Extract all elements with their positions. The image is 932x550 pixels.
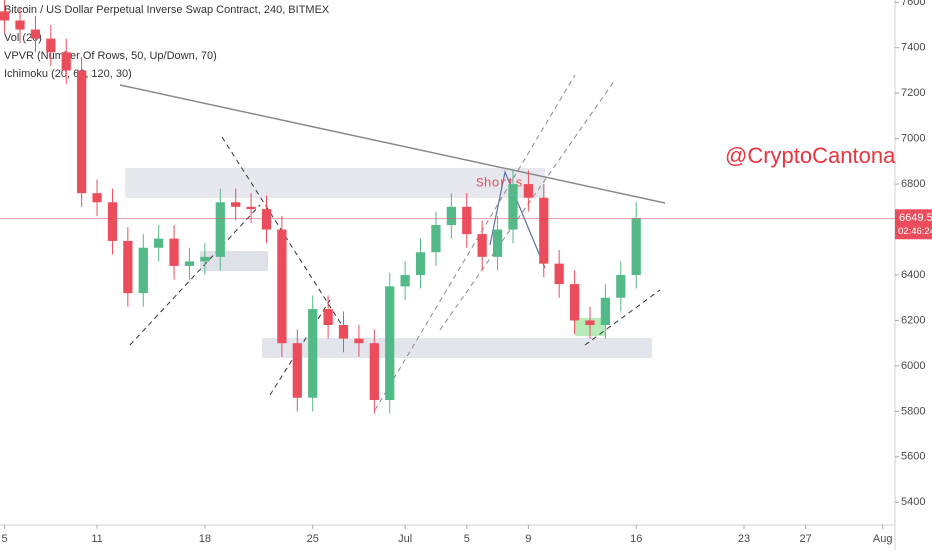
- y-tick-label: 7400: [901, 42, 925, 54]
- price-label: 6649.5: [899, 212, 932, 224]
- candle-body: [539, 197, 549, 264]
- x-tick-label: 27: [800, 533, 812, 545]
- y-tick-label: 5600: [901, 451, 925, 463]
- candle-body: [231, 202, 241, 207]
- candle-body: [523, 184, 533, 198]
- y-tick-label: 5800: [901, 405, 925, 417]
- candle-body: [431, 225, 441, 253]
- candle-body: [46, 38, 56, 53]
- candle-body: [261, 209, 272, 230]
- candle-body: [585, 320, 595, 325]
- candle-body: [446, 206, 456, 225]
- candle-body: [107, 202, 118, 241]
- y-tick-label: 7200: [901, 87, 925, 99]
- candle-body: [492, 229, 503, 257]
- y-tick-label: 7000: [901, 133, 925, 145]
- candle-body: [92, 193, 102, 203]
- candle-body: [369, 343, 379, 400]
- candle-body: [308, 309, 318, 398]
- candle-body: [323, 309, 333, 325]
- candle-body: [61, 52, 71, 71]
- candle-body: [462, 206, 472, 235]
- candle-body: [554, 263, 564, 285]
- candle-body: [477, 234, 487, 257]
- countdown-label: 02:46:24: [898, 226, 932, 237]
- candle-body: [631, 218, 641, 275]
- candle-body: [138, 247, 148, 294]
- candle-body: [200, 256, 210, 262]
- candle-body: [508, 184, 518, 230]
- candle-body: [385, 286, 395, 400]
- zone: [262, 338, 652, 358]
- candle-body: [277, 229, 287, 344]
- candle-body: [169, 238, 179, 266]
- price-tag: [895, 209, 932, 240]
- candle-body: [154, 238, 164, 248]
- x-tick-label: 16: [630, 533, 642, 545]
- zone: [125, 168, 545, 198]
- candle-body: [30, 29, 41, 39]
- x-tick-label: 5: [2, 533, 8, 545]
- y-tick-label: 6000: [901, 360, 925, 372]
- indicator-label: VPVR (Number Of Rows, 50, Up/Down, 70): [4, 50, 217, 62]
- zone: [200, 251, 268, 271]
- candle-body: [616, 275, 626, 298]
- x-tick-label: Jul: [398, 533, 412, 545]
- y-tick-label: 6800: [901, 178, 925, 190]
- y-tick-label: 7600: [901, 0, 925, 8]
- candle-body: [15, 20, 25, 30]
- candle-body: [184, 261, 195, 266]
- x-tick-label: 9: [525, 533, 531, 545]
- path-drawing: [489, 169, 546, 269]
- y-tick-label: 6400: [901, 269, 925, 281]
- channel-line: [221, 136, 346, 331]
- trendline: [119, 84, 666, 204]
- x-tick-label: Aug: [873, 533, 893, 545]
- candle-body: [415, 252, 426, 275]
- annotation: @CryptoCantona: [725, 143, 896, 168]
- x-tick-label: 25: [307, 533, 319, 545]
- candle-body: [400, 275, 410, 287]
- y-tick-label: 6200: [901, 314, 925, 326]
- channel-line: [439, 79, 616, 331]
- candle-body: [338, 325, 349, 339]
- channel-line: [374, 74, 576, 411]
- candle-body: [215, 202, 225, 257]
- candle-body: [292, 343, 302, 398]
- candle-body: [123, 240, 133, 294]
- x-tick-label: 18: [199, 533, 211, 545]
- x-tick-label: 23: [738, 533, 750, 545]
- x-tick-label: 11: [91, 533, 102, 545]
- candle-body: [354, 338, 364, 344]
- channel-line: [584, 289, 661, 346]
- candle-body: [77, 70, 87, 194]
- candle-body: [569, 284, 580, 321]
- candle-body: [0, 11, 10, 21]
- channel-line: [129, 204, 261, 346]
- chart-title: Bitcoin / US Dollar Perpetual Inverse Sw…: [4, 4, 330, 16]
- y-tick-label: 5400: [901, 496, 925, 508]
- candle-body: [246, 206, 256, 210]
- candle-body: [600, 297, 611, 325]
- x-tick-label: 5: [464, 533, 470, 545]
- indicator-label: Ichimoku (20, 60, 120, 30): [4, 68, 132, 80]
